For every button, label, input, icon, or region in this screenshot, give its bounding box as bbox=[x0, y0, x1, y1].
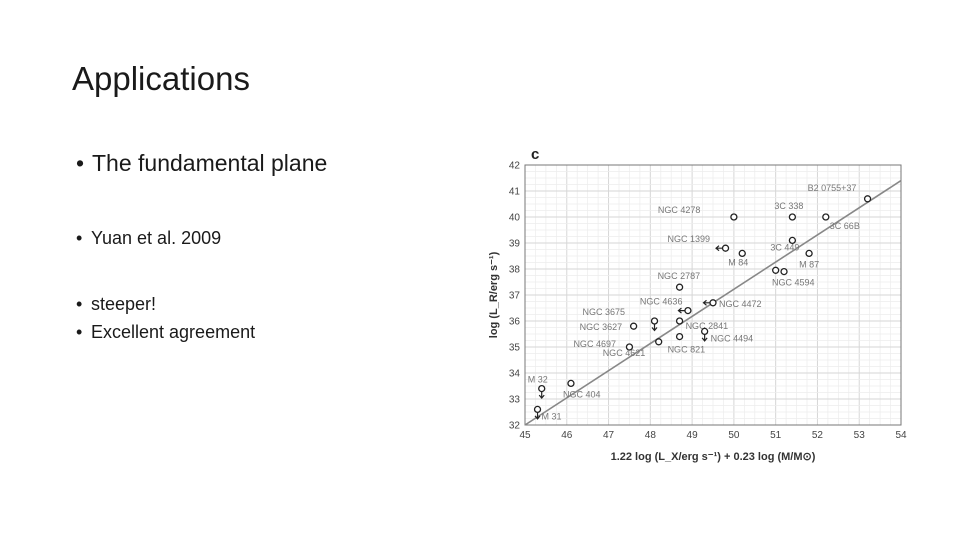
x-tick-label: 48 bbox=[645, 430, 657, 441]
y-tick-label: 33 bbox=[509, 395, 521, 406]
y-tick-label: 34 bbox=[509, 369, 521, 380]
x-tick-label: 50 bbox=[728, 430, 740, 441]
data-point bbox=[567, 379, 575, 388]
x-tick-label: 51 bbox=[770, 430, 782, 441]
limit-arrow bbox=[715, 245, 723, 252]
y-tick-label: 39 bbox=[509, 239, 521, 250]
data-point bbox=[675, 283, 684, 291]
point-label: 3C 66B bbox=[830, 221, 860, 231]
point-label: 3C 449 bbox=[770, 242, 799, 252]
point-label: NGC 404 bbox=[563, 389, 601, 399]
limit-arrow bbox=[677, 307, 685, 314]
data-point bbox=[822, 213, 830, 221]
point-label: M 32 bbox=[528, 375, 548, 385]
point-label: NGC 2841 bbox=[686, 321, 729, 331]
point-label: NGC 4472 bbox=[719, 299, 762, 309]
data-point bbox=[675, 332, 684, 341]
data-point bbox=[863, 195, 872, 203]
bullet-fundamental-plane: • The fundamental plane bbox=[76, 150, 327, 177]
point-label: NGC 3627 bbox=[580, 322, 623, 332]
data-point bbox=[805, 249, 813, 258]
y-tick-label: 36 bbox=[509, 317, 521, 328]
data-point bbox=[538, 384, 546, 393]
data-point bbox=[780, 267, 788, 276]
bullet-text: Yuan et al. 2009 bbox=[91, 228, 222, 248]
upper-limit-arrow bbox=[534, 412, 541, 420]
plot-frame bbox=[524, 164, 902, 426]
data-point bbox=[772, 266, 780, 274]
x-tick-label: 45 bbox=[519, 430, 531, 441]
point-label: NGC 4636 bbox=[640, 297, 683, 307]
y-tick-label: 38 bbox=[509, 265, 521, 276]
fundamental-plane-chart: 45 46 47 48 49 50 51 52 53 54 32 33 34 35 36 37 38 39 40 41… bbox=[488, 146, 907, 463]
data-point bbox=[738, 249, 746, 258]
x-tick-label: 54 bbox=[895, 430, 907, 441]
data-point bbox=[721, 244, 730, 252]
y-tick-label: 41 bbox=[509, 187, 521, 198]
data-point bbox=[625, 343, 634, 351]
upper-limit-arrow bbox=[701, 334, 708, 342]
bullet-marker: • bbox=[76, 294, 83, 314]
data-point bbox=[788, 213, 797, 221]
data-point bbox=[655, 338, 663, 346]
point-label: M 87 bbox=[799, 259, 819, 269]
bullet-text: steeper! bbox=[91, 294, 157, 314]
bullet-marker: • bbox=[76, 228, 83, 248]
bullet-excellent-agreement: • Excellent agreement bbox=[76, 322, 255, 343]
data-point bbox=[684, 306, 692, 315]
upper-limit-arrow bbox=[538, 391, 545, 400]
y-tick-label: 37 bbox=[509, 291, 521, 302]
x-tick-label: 52 bbox=[812, 430, 824, 441]
data-point bbox=[650, 317, 659, 325]
upper-limit-arrow bbox=[651, 324, 658, 332]
bullet-marker: • bbox=[76, 322, 83, 342]
point-label: NGC 4594 bbox=[772, 278, 815, 288]
x-axis-label: 1.22 log (L_X/erg s⁻¹) + 0.23 log (M/M⊙) bbox=[611, 451, 816, 463]
point-label: NGC 1399 bbox=[668, 234, 711, 244]
data-point bbox=[675, 317, 684, 325]
data-point bbox=[788, 236, 797, 245]
point-label: M 31 bbox=[542, 411, 562, 421]
bullet-yuan-reference: • Yuan et al. 2009 bbox=[76, 228, 221, 249]
bullet-text: The fundamental plane bbox=[92, 150, 328, 176]
data-point bbox=[533, 405, 542, 414]
point-label: NGC 4621 bbox=[603, 348, 646, 358]
point-label: NGC 4278 bbox=[658, 205, 701, 215]
y-tick-label: 42 bbox=[509, 161, 521, 172]
point-label: 3C 338 bbox=[774, 201, 803, 211]
slide-title: Applications bbox=[72, 60, 250, 97]
point-label: NGC 821 bbox=[668, 345, 706, 355]
x-tick-label: 47 bbox=[603, 430, 615, 441]
y-tick-label: 35 bbox=[509, 343, 521, 354]
x-tick-label: 46 bbox=[561, 430, 573, 441]
y-tick-label: 40 bbox=[509, 213, 521, 224]
point-label: NGC 4697 bbox=[573, 339, 616, 349]
data-point bbox=[730, 213, 738, 221]
bullet-marker: • bbox=[76, 150, 85, 176]
bullet-text: Excellent agreement bbox=[91, 322, 256, 342]
data-point bbox=[629, 322, 638, 330]
point-label: B2 0755+37 bbox=[808, 183, 857, 193]
y-axis-label: log (L_R/erg s⁻¹) bbox=[488, 251, 500, 338]
limit-arrow bbox=[702, 299, 710, 306]
x-tick-label: 53 bbox=[854, 430, 866, 441]
y-tick-label: 32 bbox=[509, 421, 521, 432]
point-label: M 84 bbox=[728, 257, 748, 267]
point-label: NGC 3675 bbox=[583, 307, 626, 317]
bullet-steeper: • steeper! bbox=[76, 294, 156, 315]
point-label: NGC 2787 bbox=[658, 271, 701, 281]
panel-label: c bbox=[531, 146, 539, 163]
point-label: NGC 4494 bbox=[711, 333, 754, 343]
data-point bbox=[709, 299, 717, 307]
x-tick-label: 49 bbox=[687, 430, 699, 441]
data-point bbox=[700, 327, 709, 336]
